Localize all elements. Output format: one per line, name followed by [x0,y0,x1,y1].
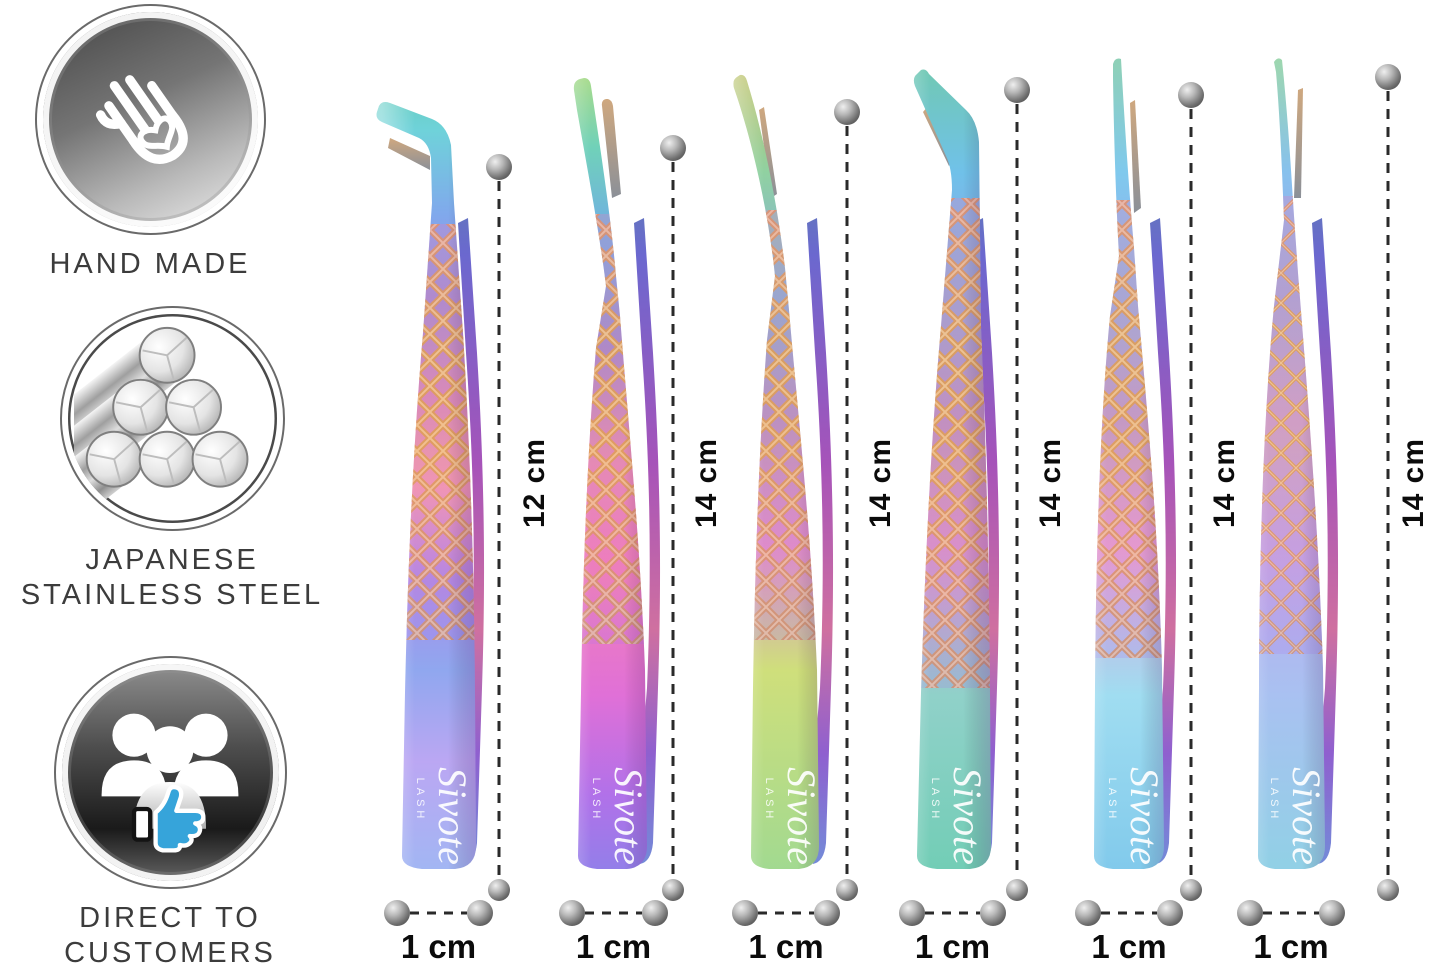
measure-ball [467,900,493,926]
length-label-5: 14 cm [1208,437,1241,529]
brand-logo-subtext: LASH [414,778,426,823]
brand-logo-subtext: LASH [763,778,775,823]
width-label-1: 1 cm [400,928,477,965]
badge-direct-to-customers: DIRECT TO CUSTOMERS [35,656,305,971]
tweezer-2: Sivote LASH [528,48,718,878]
measure-ball [1377,879,1399,901]
width-label-3: 1 cm [748,928,824,965]
tweezer-4: Sivote LASH [867,48,1057,878]
width-measure-1 [384,900,493,926]
measure-ball [980,900,1006,926]
badge-disc [67,314,277,523]
body-shading [376,102,476,869]
length-label-6: 14 cm [1397,437,1430,529]
brand-logo-text: Sivote [606,767,651,865]
tweezer-6: Sivote LASH [1206,48,1396,878]
measure-ball [662,879,684,901]
hand-heart-icon [95,74,188,164]
measure-ball [488,879,510,901]
tweezer-5: Sivote LASH [1044,48,1234,878]
measure-ball [1075,900,1101,926]
width-label-2: 1 cm [575,928,652,965]
width-label-4: 1 cm [914,928,991,965]
brand-logo-text: Sivote [430,767,475,865]
tweezer-back-arm [1150,218,1177,864]
badge-hand-made: HAND MADE [18,4,282,282]
badge-label-hand-made: HAND MADE [49,248,251,280]
measure-ball [732,900,758,926]
tweezer-second-prong [1130,100,1141,213]
badge-ring [59,306,285,531]
brand-logo-text: Sivote [945,767,990,865]
measure-ball [814,900,840,926]
measure-ball [559,900,585,926]
width-measure-4 [899,900,1006,926]
tweezer-second-prong [601,99,621,198]
width-measure-6 [1237,900,1345,926]
measure-ball [1157,900,1183,926]
brand-logo-subtext: LASH [1268,778,1280,823]
measure-ball [1180,879,1202,901]
tweezer-back-arm [1312,218,1339,864]
width-measure-3 [732,900,840,926]
measure-ball [1237,900,1263,926]
brand-logo: Sivote LASH [1106,767,1167,865]
badge-label-japanese-stainless-steel: JAPANESE STAINLESS STEEL [20,544,324,611]
tweezer-back-arm [973,218,1000,864]
brand-logo-subtext: LASH [590,778,602,823]
brand-logo: Sivote LASH [414,767,475,865]
badge-disc [42,12,258,227]
tweezer-back-arm [458,218,485,864]
length-label-4: 14 cm [1034,437,1067,529]
badge-disc [61,664,279,881]
width-measure-2 [559,900,668,926]
badge-japanese-stainless-steel: JAPANESE STAINLESS STEEL [17,306,327,613]
customers-thumbs-up-icon [101,713,239,853]
width-measure-5 [1075,900,1183,926]
badge-label-direct-to-customers: DIRECT TO CUSTOMERS [64,902,276,969]
length-label-1: 12 cm [518,437,551,529]
brand-logo-text: Sivote [779,767,824,865]
brand-logo-subtext: LASH [929,778,941,823]
width-label-6: 1 cm [1253,928,1329,965]
measure-ball [1319,900,1345,926]
badge-ring [34,4,266,235]
tweezer-back-arm [807,218,834,864]
brand-logo: Sivote LASH [929,767,990,865]
brand-logo: Sivote LASH [1268,767,1329,865]
brand-logo-subtext: LASH [1106,778,1118,823]
length-label-3: 14 cm [864,437,897,529]
measure-ball [642,900,668,926]
measure-ball [836,879,858,901]
badge-ring [53,656,287,889]
width-label-5: 1 cm [1091,928,1167,965]
measure-ball [1006,879,1028,901]
tweezer-second-prong [1294,88,1303,198]
brand-logo: Sivote LASH [763,767,824,865]
tweezer-second-prong [759,107,777,198]
steel-rods-icon [74,326,249,517]
tweezer-back-arm [634,218,661,864]
brand-logo-text: Sivote [1122,767,1167,865]
length-label-2: 14 cm [690,437,723,529]
brand-logo: Sivote LASH [590,767,651,865]
brand-logo-text: Sivote [1284,767,1329,865]
tweezer-3: Sivote LASH [701,48,891,878]
measure-ball [384,900,410,926]
tweezer-1: Sivote LASH [352,48,542,878]
tweezer-second-prong [388,138,430,170]
measure-ball [899,900,925,926]
